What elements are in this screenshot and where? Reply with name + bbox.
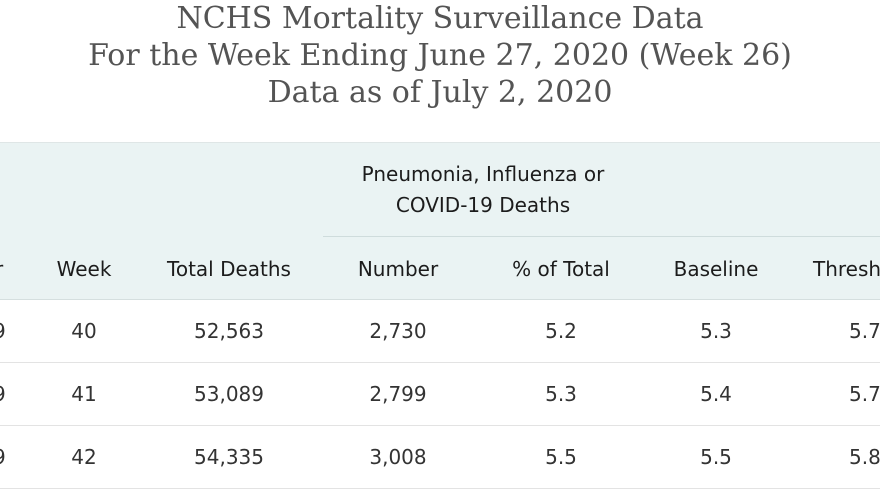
cell-year: 9 (0, 363, 6, 425)
cell-week: 41 (71, 382, 97, 406)
cell-total-deaths: 53,089 (194, 382, 264, 406)
report-title-line-3: Data as of July 2, 2020 (267, 75, 613, 110)
column-header-baseline: Baseline (673, 257, 759, 281)
cell-baseline: 5.4 (700, 382, 732, 406)
cell-threshold: 5.8 (849, 445, 880, 469)
group-header-divider (323, 236, 880, 237)
report-title-line-1: NCHS Mortality Surveillance Data (176, 1, 704, 36)
table-header: Pneumonia, Influenza or COVID-19 Deaths … (0, 143, 880, 300)
table-row: 9 41 53,089 2,799 5.3 5.4 5.7 (0, 363, 880, 426)
column-header-week: Week (56, 257, 112, 281)
cell-percent-of-total: 5.2 (545, 319, 577, 343)
mortality-table: Pneumonia, Influenza or COVID-19 Deaths … (0, 142, 880, 494)
column-header-total-deaths: Total Deaths (167, 257, 291, 281)
column-header-threshold: Thresh (813, 257, 880, 281)
table-row: 9 42 54,335 3,008 5.5 5.5 5.8 (0, 426, 880, 489)
column-header-percent-of-total: % of Total (512, 257, 610, 281)
cell-year: 9 (0, 426, 6, 488)
group-header-line-1: Pneumonia, Influenza or (361, 161, 605, 186)
cell-week: 42 (71, 445, 97, 469)
report-title-line-2: For the Week Ending June 27, 2020 (Week … (88, 38, 792, 73)
cell-number: 2,730 (369, 319, 427, 343)
group-header-line-2: COVID-19 Deaths (395, 192, 571, 217)
cell-percent-of-total: 5.5 (545, 445, 577, 469)
cell-threshold: 5.7 (849, 319, 880, 343)
column-header-year: r (0, 251, 3, 287)
cell-baseline: 5.3 (700, 319, 732, 343)
cell-percent-of-total: 5.3 (545, 382, 577, 406)
cell-number: 2,799 (369, 382, 427, 406)
column-header-number: Number (357, 257, 439, 281)
cell-year: 9 (0, 300, 6, 362)
cell-baseline: 5.5 (700, 445, 732, 469)
report-title: NCHS Mortality Surveillance Data For the… (0, 0, 880, 111)
table-row: 9 40 52,563 2,730 5.2 5.3 5.7 (0, 300, 880, 363)
cell-number: 3,008 (369, 445, 427, 469)
cell-threshold: 5.7 (849, 382, 880, 406)
cell-week: 40 (71, 319, 97, 343)
group-header-pic-deaths: Pneumonia, Influenza or COVID-19 Deaths (323, 143, 643, 236)
cell-total-deaths: 54,335 (194, 445, 264, 469)
cell-total-deaths: 52,563 (194, 319, 264, 343)
